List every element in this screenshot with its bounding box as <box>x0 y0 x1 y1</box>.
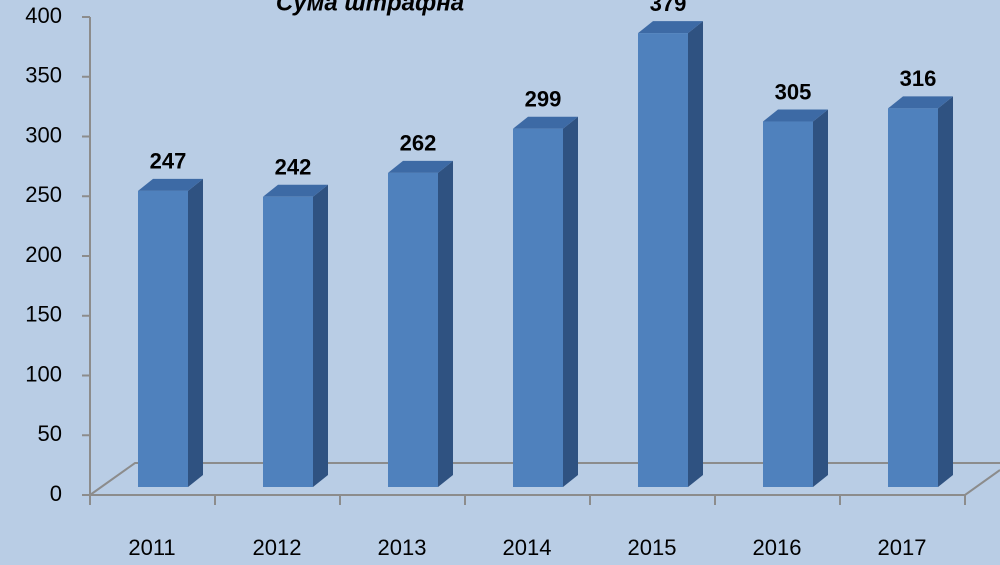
x-tick-label: 2012 <box>253 535 302 560</box>
x-tick-label: 2011 <box>128 535 175 560</box>
y-tick-label: 250 <box>25 182 62 207</box>
bar-top <box>388 160 453 173</box>
bar-side <box>313 184 328 487</box>
y-tick-label: 300 <box>25 122 62 147</box>
data-label: 379 <box>650 0 687 16</box>
bar <box>388 172 438 487</box>
floor-back <box>89 462 1000 496</box>
bar <box>763 121 813 488</box>
x-tick-label: 2017 <box>878 535 927 560</box>
data-label: 305 <box>775 79 812 104</box>
bar <box>888 108 938 487</box>
bar <box>638 33 688 487</box>
x-tick-label: 2013 <box>378 535 427 560</box>
bar-side <box>563 116 578 487</box>
x-tick-label: 2014 <box>503 535 552 560</box>
bar-top <box>263 184 328 197</box>
bar-side <box>438 160 453 487</box>
x-tick-label: 2015 <box>628 535 677 560</box>
data-label: 242 <box>275 155 312 180</box>
bar <box>138 190 188 487</box>
bar <box>263 196 313 487</box>
bar-side <box>188 178 203 487</box>
y-tick-label: 200 <box>25 242 62 267</box>
bar-top <box>513 116 578 129</box>
y-tick-label: 150 <box>25 302 62 327</box>
data-label: 247 <box>150 149 187 174</box>
data-label: 262 <box>400 131 437 156</box>
bar-top <box>888 96 953 109</box>
bar-top <box>638 21 703 34</box>
bar <box>513 128 563 487</box>
y-tick-label: 50 <box>38 421 62 446</box>
bar-top <box>138 178 203 191</box>
chart-title: Сума штрафна <box>276 0 464 16</box>
x-tick-label: 2016 <box>753 535 802 560</box>
bar-side <box>813 109 828 488</box>
bar-side <box>688 21 703 487</box>
data-label: 299 <box>525 87 562 112</box>
y-tick-label: 400 <box>25 3 62 28</box>
bar-top <box>763 109 828 122</box>
y-tick-label: 350 <box>25 63 62 88</box>
y-tick-label: 100 <box>25 361 62 386</box>
y-tick-label: 0 <box>50 481 62 506</box>
bar-side <box>938 96 953 487</box>
data-label: 316 <box>900 66 937 91</box>
